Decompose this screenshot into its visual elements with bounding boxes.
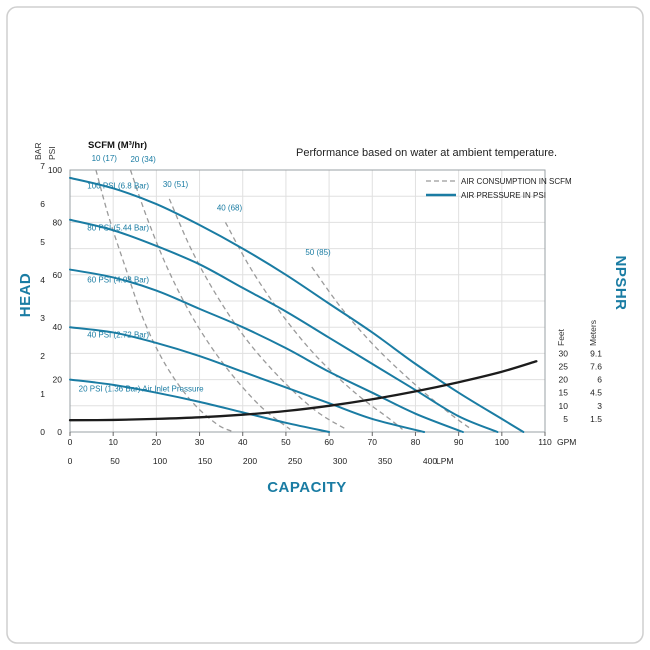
lpm-tick-label: 50 xyxy=(110,456,120,466)
image-border xyxy=(6,6,644,644)
npshr-meters-tick-label: 7.6 xyxy=(590,362,602,372)
psi-tick-label: 40 xyxy=(53,322,63,332)
lpm-tick-label: 250 xyxy=(288,456,302,466)
air-pressure-curve xyxy=(69,176,525,433)
bar-tick-label: 2 xyxy=(40,351,45,361)
air-consumption-curve-label: 40 (68) xyxy=(217,204,243,213)
legend-air-pressure-label: AIR PRESSURE IN PSI xyxy=(461,191,546,200)
air-pressure-curve xyxy=(69,218,499,433)
bar-tick-label: 5 xyxy=(40,237,45,247)
bar-tick-label: 4 xyxy=(40,275,45,285)
bar-axis-label: BAR xyxy=(33,143,43,160)
head-axis-title: HEAD xyxy=(17,273,34,318)
air-consumption-curve xyxy=(129,169,291,430)
air-pressure-curve-label: 100 PSI (6.8 Bar) xyxy=(87,181,149,190)
npshr-feet-tick-label: 5 xyxy=(563,414,568,424)
air-consumption-curve-label: 10 (17) xyxy=(92,154,118,163)
lpm-tick-label: 100 xyxy=(153,456,167,466)
npshr-meters-tick-label: 4.5 xyxy=(590,388,602,398)
npshr-feet-tick-label: 10 xyxy=(559,401,569,411)
air-consumption-curve-label: 50 (85) xyxy=(305,248,331,257)
gpm-tick-label: 0 xyxy=(68,437,73,447)
gpm-tick-label: 60 xyxy=(324,437,334,447)
curve-labels-layer: 10 (17) 20 (34) 30 (51) 40 (68) 50 (85) 100 P… xyxy=(79,154,331,394)
npshr-meters-tick-label: 1.5 xyxy=(590,414,602,424)
air-consumption-curve-label: 20 (34) xyxy=(130,155,156,164)
gpm-tick-label: 90 xyxy=(454,437,464,447)
legend-air-consumption-label: AIR CONSUMPTION IN SCFM xyxy=(461,177,572,186)
lpm-tick-label: 350 xyxy=(378,456,392,466)
gpm-tick-label: 20 xyxy=(152,437,162,447)
bar-tick-label: 7 xyxy=(40,161,45,171)
npshr-meters-tick-label: 9.1 xyxy=(590,348,602,358)
air-pressure-curve-label: 80 PSI (5.44 Bar) xyxy=(87,223,149,232)
capacity-axis-title: CAPACITY xyxy=(267,479,347,496)
npshr-meters-tick-label: 3 xyxy=(597,401,602,411)
npshr-feet-tick-label: 20 xyxy=(559,375,569,385)
legend: AIR CONSUMPTION IN SCFM AIR PRESSURE IN … xyxy=(426,177,572,200)
air-consumption-curve xyxy=(168,198,347,430)
psi-tick-label: 60 xyxy=(53,270,63,280)
gpm-tick-label: 70 xyxy=(368,437,378,447)
air-consumption-curve-label: 30 (51) xyxy=(163,180,189,189)
lpm-tick-label: 150 xyxy=(198,456,212,466)
npshr-feet-tick-label: 15 xyxy=(559,388,569,398)
psi-tick-label: 0 xyxy=(57,427,62,437)
npshr-curve xyxy=(68,360,538,422)
gpm-tick-label: 80 xyxy=(411,437,421,447)
gpm-tick-label: 10 xyxy=(108,437,118,447)
gpm-tick-label: 30 xyxy=(195,437,205,447)
gpm-tick-label: 100 xyxy=(495,437,509,447)
gpm-tick-label: 110 xyxy=(538,437,552,447)
air-pressure-curve xyxy=(69,268,464,433)
air-pressure-curve-label: 60 PSI (4.08 Bar) xyxy=(87,276,149,285)
air-consumption-curve xyxy=(311,266,472,430)
psi-tick-label: 80 xyxy=(53,217,63,227)
bar-tick-label: 6 xyxy=(40,199,45,209)
gpm-tick-label: 50 xyxy=(281,437,291,447)
bar-tick-label: 1 xyxy=(40,389,45,399)
air-consumption-curve xyxy=(224,222,403,430)
psi-axis-label: PSI xyxy=(47,146,57,160)
bar-tick-label: 3 xyxy=(40,313,45,323)
lpm-tick-label: 0 xyxy=(68,456,73,466)
curves-layer xyxy=(68,169,538,433)
plot-frame xyxy=(69,169,546,433)
lpm-unit-label: LPM xyxy=(436,456,453,466)
npshr-axis-title: NPSHR xyxy=(612,255,629,310)
npshr-meters-tick-label: 6 xyxy=(597,375,602,385)
gpm-unit-label: GPM xyxy=(557,437,576,447)
air-pressure-curve-label: 40 PSI (2.72 Bar) xyxy=(87,331,149,340)
air-pressure-curve xyxy=(69,378,331,433)
meters-axis-label: Meters xyxy=(588,320,598,346)
bar-tick-label: 0 xyxy=(40,427,45,437)
air-pressure-curve xyxy=(69,326,426,433)
lpm-tick-label: 300 xyxy=(333,456,347,466)
chart-note: Performance based on water at ambient te… xyxy=(296,147,557,159)
npshr-feet-tick-label: 30 xyxy=(559,348,569,358)
psi-tick-label: 100 xyxy=(48,165,62,175)
psi-tick-label: 20 xyxy=(53,375,63,385)
npshr-feet-tick-label: 25 xyxy=(559,362,569,372)
lpm-tick-label: 400 xyxy=(423,456,437,466)
gpm-tick-label: 40 xyxy=(238,437,248,447)
feet-axis-label: Feet xyxy=(556,328,566,346)
air-pressure-curve-label: 20 PSI (1.36 Bar) Air Inlet Pressure xyxy=(79,384,204,393)
lpm-tick-label: 200 xyxy=(243,456,257,466)
scfm-units-header: SCFM (M³/hr) xyxy=(88,140,147,151)
